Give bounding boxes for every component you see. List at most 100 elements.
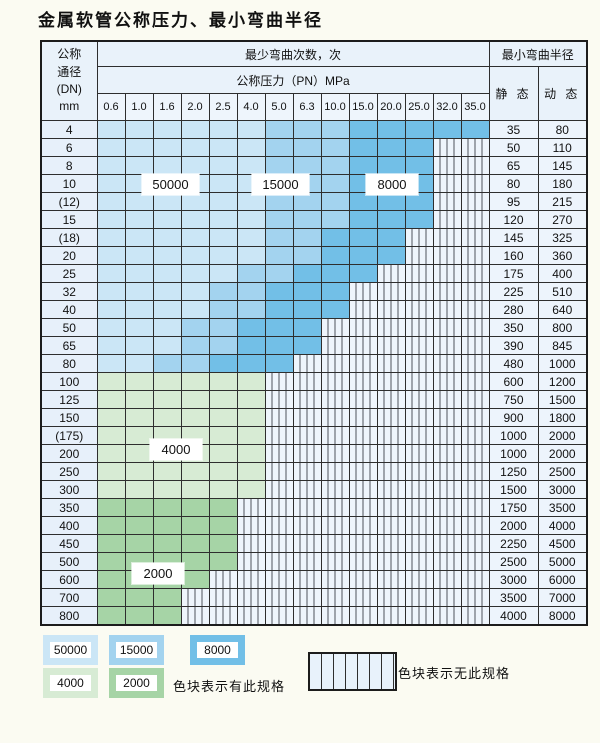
dynamic-radius-cell: 2500 bbox=[537, 462, 588, 481]
no-spec-cell bbox=[460, 390, 490, 409]
cycle-cell bbox=[180, 534, 210, 553]
no-spec-cell bbox=[376, 264, 406, 283]
cycle-cell bbox=[180, 192, 210, 211]
no-spec-cell bbox=[292, 480, 322, 499]
no-spec-cell bbox=[460, 138, 490, 157]
cycle-cell bbox=[180, 318, 210, 337]
no-spec-cell bbox=[320, 480, 350, 499]
no-spec-cell bbox=[376, 480, 406, 499]
dn-cell: 10 bbox=[40, 174, 98, 193]
no-spec-cell bbox=[348, 372, 378, 391]
cycle-cell bbox=[208, 228, 238, 247]
dynamic-radius-cell: 360 bbox=[537, 246, 588, 265]
dn-cell: 50 bbox=[40, 318, 98, 337]
cycle-cell bbox=[152, 192, 182, 211]
cycle-cell bbox=[152, 534, 182, 553]
table-row: 300 1500 3000 bbox=[40, 480, 588, 499]
dynamic-radius-cell: 1800 bbox=[537, 408, 588, 427]
cycle-cell bbox=[96, 588, 126, 607]
no-spec-cell bbox=[320, 570, 350, 589]
static-radius-cell: 3500 bbox=[488, 588, 539, 607]
no-spec-cell bbox=[404, 390, 434, 409]
no-spec-cell bbox=[376, 534, 406, 553]
cycle-cell bbox=[96, 246, 126, 265]
legend-has-spec-text: 色块表示有此规格 bbox=[173, 679, 286, 694]
no-spec-cell bbox=[460, 228, 490, 247]
no-spec-cell bbox=[460, 246, 490, 265]
cycle-cell bbox=[124, 156, 154, 175]
table-row: 25 175 400 bbox=[40, 264, 588, 283]
cycle-cell bbox=[180, 498, 210, 517]
static-radius-cell: 160 bbox=[488, 246, 539, 265]
cycle-cell bbox=[208, 498, 238, 517]
table-row: 6 50 110 bbox=[40, 138, 588, 157]
dn-cell: 350 bbox=[40, 498, 98, 517]
cycle-cell bbox=[180, 336, 210, 355]
table-row: (175) 1000 2000 bbox=[40, 426, 588, 445]
cycle-cell bbox=[264, 156, 294, 175]
cycle-cell bbox=[96, 282, 126, 301]
no-spec-cell bbox=[432, 228, 462, 247]
cycle-cell bbox=[208, 444, 238, 463]
cycle-cell bbox=[208, 462, 238, 481]
no-spec-cell bbox=[460, 210, 490, 229]
cycle-cell bbox=[236, 408, 266, 427]
dynamic-radius-cell: 80 bbox=[537, 120, 588, 139]
no-spec-cell bbox=[460, 534, 490, 553]
no-spec-cell bbox=[348, 480, 378, 499]
cycle-cell bbox=[208, 408, 238, 427]
cycle-cell bbox=[180, 516, 210, 535]
no-spec-cell bbox=[432, 408, 462, 427]
cycle-cell bbox=[348, 120, 378, 139]
cycle-cell bbox=[320, 120, 350, 139]
no-spec-cell bbox=[348, 498, 378, 517]
static-radius-cell: 350 bbox=[488, 318, 539, 337]
cycle-cell bbox=[96, 480, 126, 499]
table-row: 250 1250 2500 bbox=[40, 462, 588, 481]
pressure-tick: 4.0 bbox=[236, 93, 266, 121]
static-radius-cell: 480 bbox=[488, 354, 539, 373]
cycle-cell bbox=[152, 120, 182, 139]
dynamic-radius-cell: 2000 bbox=[537, 444, 588, 463]
cycle-cell bbox=[152, 606, 182, 626]
cycle-cell bbox=[124, 282, 154, 301]
cycle-cell bbox=[152, 300, 182, 319]
dn-cell: 450 bbox=[40, 534, 98, 553]
cycle-cell bbox=[124, 408, 154, 427]
cycle-cell bbox=[208, 282, 238, 301]
cycle-cell bbox=[180, 300, 210, 319]
cycle-cell bbox=[376, 120, 406, 139]
pressure-tick: 35.0 bbox=[460, 93, 490, 121]
no-spec-cell bbox=[264, 372, 294, 391]
static-radius-cell: 2250 bbox=[488, 534, 539, 553]
no-spec-cell bbox=[404, 300, 434, 319]
no-spec-cell bbox=[236, 516, 266, 535]
cycle-cell bbox=[292, 300, 322, 319]
table-row: 4 35 80 bbox=[40, 120, 588, 139]
table-row: 400 2000 4000 bbox=[40, 516, 588, 535]
cycle-cell bbox=[404, 210, 434, 229]
no-spec-cell bbox=[404, 228, 434, 247]
no-spec-cell bbox=[376, 588, 406, 607]
cycle-cell bbox=[124, 462, 154, 481]
no-spec-cell bbox=[264, 462, 294, 481]
no-spec-cell bbox=[180, 588, 210, 607]
no-spec-cell bbox=[404, 588, 434, 607]
no-spec-cell bbox=[460, 480, 490, 499]
no-spec-cell bbox=[460, 174, 490, 193]
no-spec-cell bbox=[376, 444, 406, 463]
no-spec-cell bbox=[376, 354, 406, 373]
static-radius-cell: 35 bbox=[488, 120, 539, 139]
no-spec-cell bbox=[348, 588, 378, 607]
no-spec-cell bbox=[460, 156, 490, 175]
no-spec-cell bbox=[432, 264, 462, 283]
table-row: 50 350 800 bbox=[40, 318, 588, 337]
cycle-cell bbox=[96, 120, 126, 139]
cycle-cell bbox=[152, 480, 182, 499]
no-spec-cell bbox=[348, 426, 378, 445]
cycle-cell bbox=[152, 228, 182, 247]
cycle-cell bbox=[348, 228, 378, 247]
pressure-tick: 32.0 bbox=[432, 93, 462, 121]
cycle-cell bbox=[348, 138, 378, 157]
no-spec-cell bbox=[348, 552, 378, 571]
